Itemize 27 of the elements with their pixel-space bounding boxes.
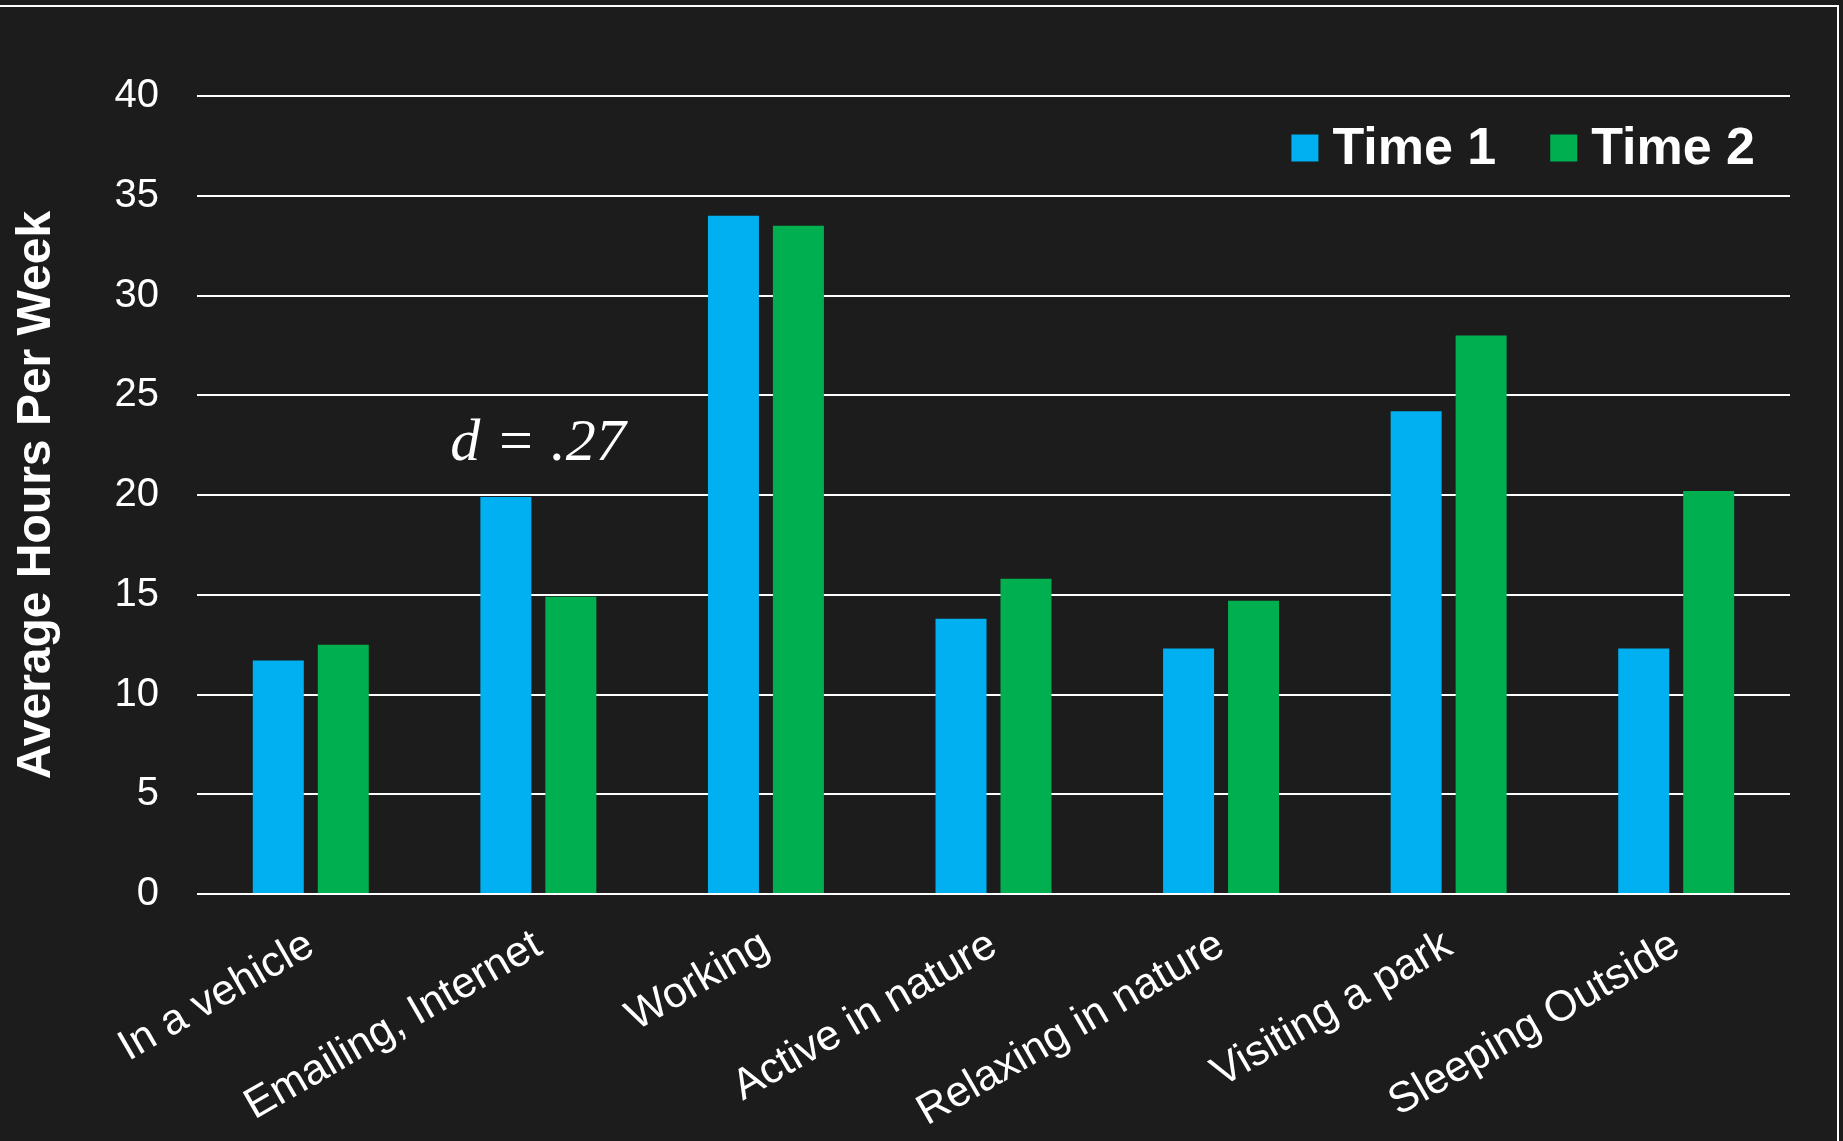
- bar: [707, 215, 759, 893]
- bar: [1000, 578, 1052, 893]
- bar: [480, 497, 532, 893]
- y-tick-label: 40: [114, 71, 159, 116]
- bar: [1390, 411, 1442, 893]
- y-tick-label: 5: [136, 769, 159, 814]
- bar: [1228, 600, 1280, 893]
- bar: [317, 644, 369, 893]
- y-axis-title: Average Hours Per Week: [7, 210, 61, 780]
- bar: [1455, 335, 1507, 893]
- y-tick-label: 15: [114, 569, 159, 614]
- y-tick-label: 10: [114, 669, 159, 714]
- legend-label: Time 1: [1332, 117, 1497, 176]
- bar: [252, 660, 304, 893]
- bar: [1618, 648, 1670, 893]
- bar: [935, 618, 987, 893]
- y-tick-label: 30: [114, 270, 159, 315]
- bar: [1683, 491, 1735, 893]
- y-tick-label: 0: [136, 869, 159, 914]
- bar: [772, 225, 824, 893]
- legend-label: Time 2: [1591, 117, 1755, 176]
- y-tick-label: 35: [114, 170, 159, 215]
- annotation: d = .27: [450, 406, 629, 473]
- bar: [545, 596, 597, 893]
- y-tick-label: 20: [114, 470, 159, 515]
- bar: [1163, 648, 1215, 893]
- y-tick-label: 25: [114, 370, 159, 415]
